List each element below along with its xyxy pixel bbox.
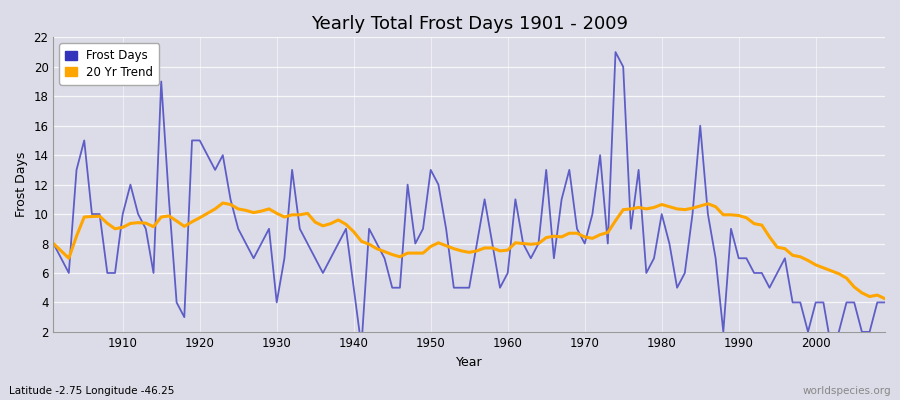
20 Yr Trend	[218, 201, 229, 206]
Frost Days	[610, 50, 621, 54]
Frost Days	[356, 344, 367, 349]
Frost Days	[279, 256, 290, 261]
Line: Frost Days: Frost Days	[53, 52, 885, 347]
Frost Days	[110, 270, 121, 275]
20 Yr Trend	[48, 241, 58, 246]
20 Yr Trend	[510, 240, 521, 245]
Frost Days	[602, 241, 613, 246]
Text: worldspecies.org: worldspecies.org	[803, 386, 891, 396]
20 Yr Trend	[879, 296, 890, 301]
Frost Days	[325, 256, 336, 261]
X-axis label: Year: Year	[456, 356, 482, 369]
Frost Days	[48, 241, 58, 246]
Text: Latitude -2.75 Longitude -46.25: Latitude -2.75 Longitude -46.25	[9, 386, 175, 396]
20 Yr Trend	[110, 226, 121, 231]
Line: 20 Yr Trend: 20 Yr Trend	[53, 203, 885, 299]
Frost Days	[510, 197, 521, 202]
Y-axis label: Frost Days: Frost Days	[15, 152, 28, 217]
20 Yr Trend	[333, 218, 344, 222]
20 Yr Trend	[502, 248, 513, 252]
Legend: Frost Days, 20 Yr Trend: Frost Days, 20 Yr Trend	[59, 43, 159, 84]
20 Yr Trend	[602, 230, 613, 235]
Frost Days	[502, 270, 513, 275]
Title: Yearly Total Frost Days 1901 - 2009: Yearly Total Frost Days 1901 - 2009	[310, 15, 627, 33]
20 Yr Trend	[287, 212, 298, 217]
Frost Days	[879, 300, 890, 305]
